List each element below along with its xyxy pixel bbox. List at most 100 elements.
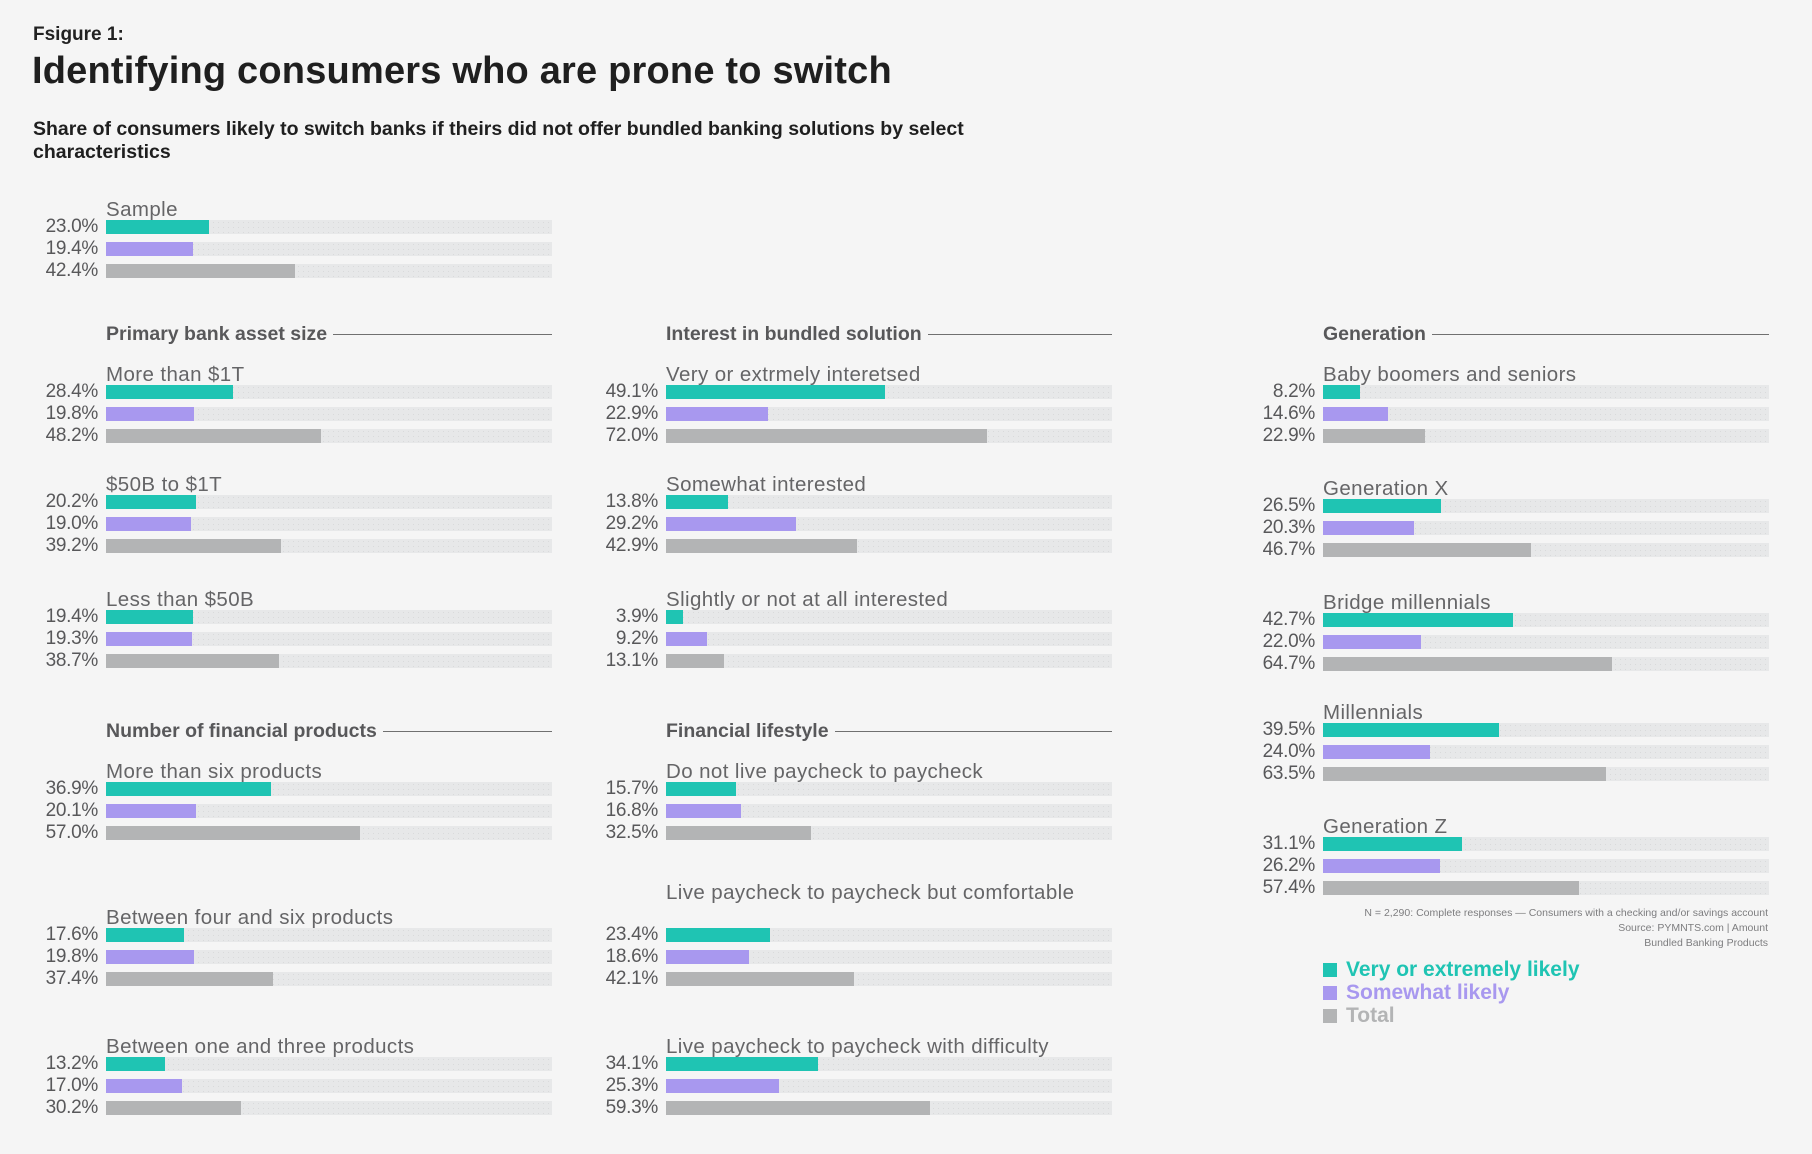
footnote-source: Source: PYMNTS.com | Amount bbox=[1618, 922, 1768, 934]
section-rule bbox=[927, 334, 1112, 335]
bar-track bbox=[106, 610, 552, 624]
bar-row-very-likely: 20.2% bbox=[46, 491, 552, 512]
value-label-total: 63.5% bbox=[1262, 763, 1316, 784]
bar-total bbox=[106, 972, 273, 986]
value-label-somewhat-likely: 26.2% bbox=[1262, 855, 1316, 876]
bar-track bbox=[106, 242, 552, 256]
bar-track bbox=[106, 950, 552, 964]
bar-row-total: 30.2% bbox=[46, 1097, 552, 1118]
bar-track bbox=[106, 517, 552, 531]
bar-row-very-likely: 23.0% bbox=[46, 216, 552, 237]
bar-row-very-likely: 31.1% bbox=[1263, 833, 1769, 854]
chart-title: Identifying consumers who are prone to s… bbox=[32, 50, 892, 92]
bar-track bbox=[1323, 429, 1769, 443]
value-label-total: 22.9% bbox=[1262, 425, 1316, 446]
bar-somewhat-likely bbox=[106, 1079, 182, 1093]
bar-row-total: 64.7% bbox=[1263, 653, 1769, 674]
group-label-50b-to-1t: $50B to $1T bbox=[106, 473, 223, 496]
bar-somewhat-likely bbox=[666, 517, 797, 531]
group-label-more-than-six-products: More than six products bbox=[106, 760, 323, 783]
bar-row-somewhat-likely: 19.8% bbox=[46, 946, 552, 967]
section-title: Generation bbox=[1323, 323, 1426, 345]
bar-track bbox=[666, 950, 1112, 964]
bar-very-likely bbox=[666, 610, 684, 624]
bar-row-somewhat-likely: 19.4% bbox=[46, 238, 552, 259]
group-label-somewhat-interested: Somewhat interested bbox=[666, 473, 867, 496]
section-header-primary-bank-asset-size: Primary bank asset size bbox=[106, 323, 552, 346]
bar-very-likely bbox=[1323, 385, 1360, 399]
bar-very-likely bbox=[106, 495, 197, 509]
section-header-interest-in-bundled-solution: Interest in bundled solution bbox=[666, 323, 1112, 346]
bar-track bbox=[1323, 635, 1769, 649]
bar-row-very-likely: 17.6% bbox=[46, 924, 552, 945]
value-label-very-likely: 23.0% bbox=[45, 216, 99, 237]
bar-very-likely bbox=[1323, 837, 1462, 851]
bar-very-likely bbox=[1323, 723, 1500, 737]
group-label-baby-boomers-and-seniors: Baby boomers and seniors bbox=[1323, 363, 1577, 386]
group-label-more-than-1t: More than $1T bbox=[106, 363, 245, 386]
group-label-live-paycheck-to-paycheck-but-comfortable: Live paycheck to paycheck but comfortabl… bbox=[666, 881, 1075, 904]
value-label-very-likely: 13.8% bbox=[605, 491, 659, 512]
bar-total bbox=[106, 1101, 241, 1115]
group-label-less-than-50b: Less than $50B bbox=[106, 588, 255, 611]
bar-row-very-likely: 19.4% bbox=[46, 606, 552, 627]
value-label-very-likely: 23.4% bbox=[605, 924, 659, 945]
bar-row-total: 42.4% bbox=[46, 260, 552, 281]
value-label-somewhat-likely: 20.3% bbox=[1262, 517, 1316, 538]
bar-somewhat-likely bbox=[106, 804, 196, 818]
bar-track bbox=[666, 632, 1112, 646]
value-label-somewhat-likely: 20.1% bbox=[45, 800, 99, 821]
bar-very-likely bbox=[106, 385, 233, 399]
value-label-somewhat-likely: 9.2% bbox=[615, 628, 658, 649]
value-label-very-likely: 49.1% bbox=[605, 381, 659, 402]
bar-track bbox=[106, 632, 552, 646]
legend-item-somewhat-likely: Somewhat likely bbox=[1323, 981, 1580, 1004]
section-rule bbox=[1431, 334, 1769, 335]
value-label-total: 42.4% bbox=[45, 260, 99, 281]
section-rule bbox=[333, 334, 552, 335]
bar-somewhat-likely bbox=[1323, 635, 1422, 649]
group-label-do-not-live-paycheck-to-paycheck: Do not live paycheck to paycheck bbox=[666, 760, 984, 783]
bar-track bbox=[666, 610, 1112, 624]
bar-track bbox=[1323, 521, 1769, 535]
footnote-source-title: Bundled Banking Products bbox=[1644, 937, 1768, 949]
bar-row-total: 42.9% bbox=[606, 535, 1112, 556]
value-label-very-likely: 8.2% bbox=[1272, 381, 1315, 402]
bar-track bbox=[666, 495, 1112, 509]
bar-track bbox=[666, 407, 1112, 421]
value-label-somewhat-likely: 19.8% bbox=[45, 403, 99, 424]
section-title: Number of financial products bbox=[106, 720, 377, 742]
bar-track bbox=[666, 928, 1112, 942]
bar-total bbox=[666, 1101, 931, 1115]
legend-item-total: Total bbox=[1323, 1004, 1580, 1027]
section-title: Interest in bundled solution bbox=[666, 323, 922, 345]
bar-row-total: 57.0% bbox=[46, 822, 552, 843]
bar-track bbox=[1323, 407, 1769, 421]
value-label-somewhat-likely: 25.3% bbox=[605, 1075, 659, 1096]
section-rule bbox=[834, 731, 1112, 732]
group-label-slightly-or-not-at-all-interested: Slightly or not at all interested bbox=[666, 588, 949, 611]
bar-track bbox=[106, 220, 552, 234]
bar-row-somewhat-likely: 26.2% bbox=[1263, 855, 1769, 876]
legend-swatch-somewhat-likely bbox=[1323, 985, 1337, 1000]
bar-total bbox=[666, 826, 811, 840]
section-title: Financial lifestyle bbox=[666, 720, 829, 742]
value-label-very-likely: 31.1% bbox=[1262, 833, 1316, 854]
bar-very-likely bbox=[106, 928, 185, 942]
value-label-total: 46.7% bbox=[1262, 539, 1316, 560]
bar-track bbox=[106, 495, 552, 509]
bar-somewhat-likely bbox=[106, 242, 193, 256]
bar-row-very-likely: 15.7% bbox=[606, 778, 1112, 799]
bar-row-somewhat-likely: 22.0% bbox=[1263, 631, 1769, 652]
bar-total bbox=[106, 264, 296, 278]
bar-row-very-likely: 23.4% bbox=[606, 924, 1112, 945]
legend-item-very-likely: Very or extremely likely bbox=[1323, 958, 1580, 981]
bar-somewhat-likely bbox=[106, 517, 191, 531]
value-label-total: 42.9% bbox=[605, 535, 659, 556]
figure-label: Fsigure 1: bbox=[33, 24, 124, 45]
bar-track bbox=[106, 804, 552, 818]
section-title: Primary bank asset size bbox=[106, 323, 328, 345]
bar-somewhat-likely bbox=[1323, 745, 1431, 759]
bar-total bbox=[666, 654, 725, 668]
value-label-somewhat-likely: 22.9% bbox=[605, 403, 659, 424]
